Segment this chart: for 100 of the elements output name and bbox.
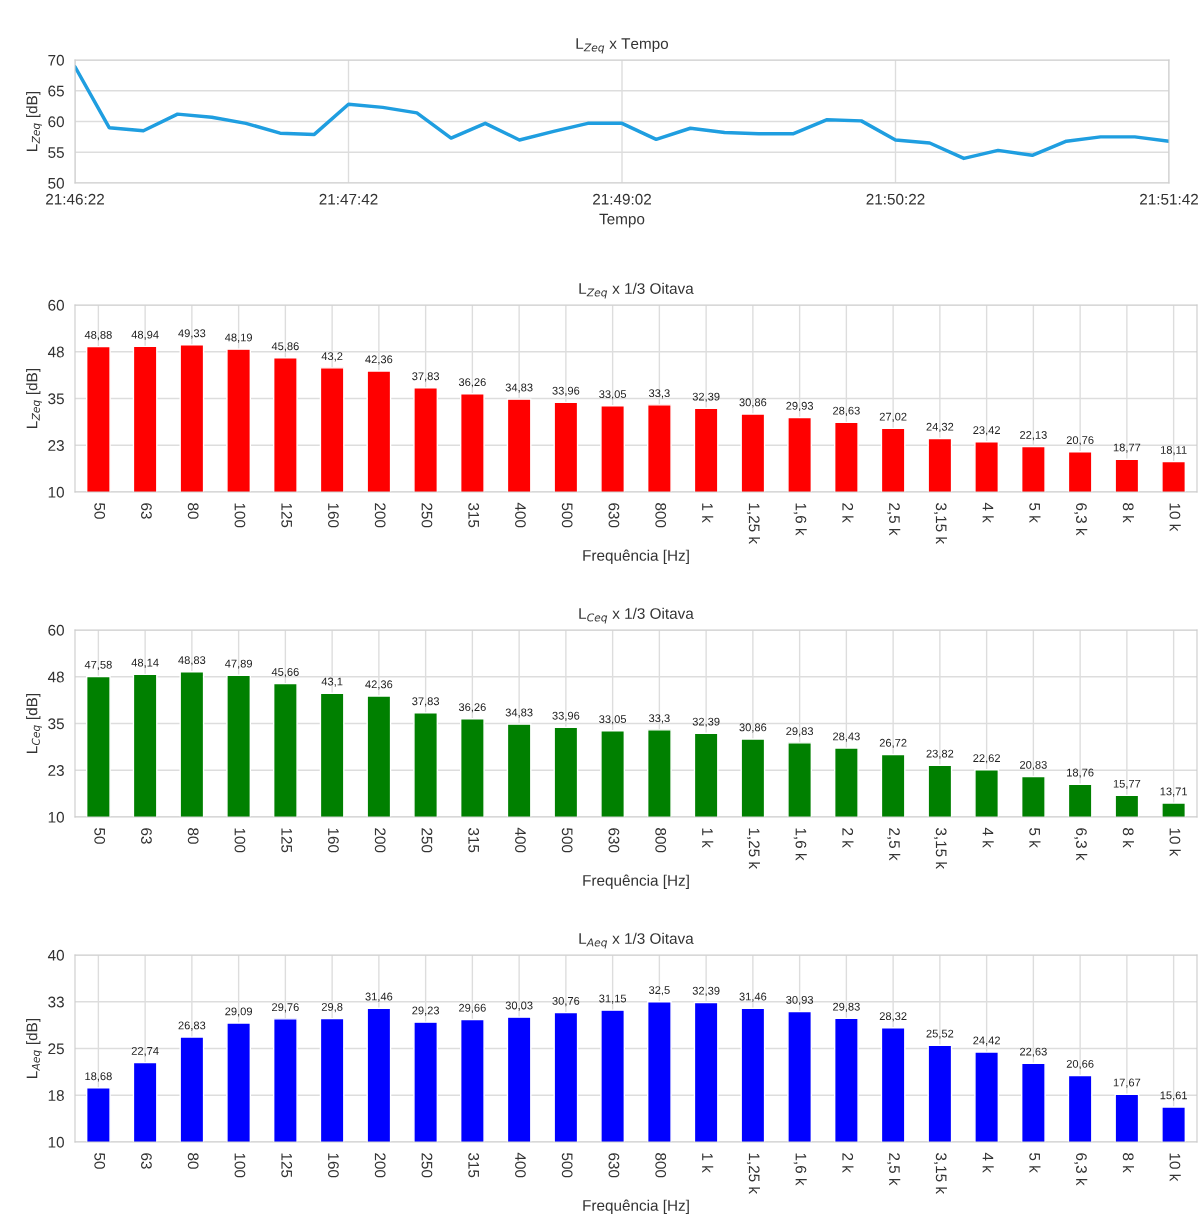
x-tick-label: 21:46:22 [46,193,104,205]
data-label: 26,83 [178,1021,206,1031]
data-label: 13,71 [1160,787,1187,797]
x-tick-label: 125 [281,503,293,528]
x-tick-label: 21:50:22 [866,193,925,205]
x-tick-label: 2 k [842,1153,854,1173]
data-label: 29,93 [786,401,814,412]
x-tick-label: 1,25 k [746,828,760,870]
data-label: 30,93 [786,995,814,1006]
x-tick-label: 10 k [1169,503,1181,532]
y-tick-label: 35 [48,718,64,730]
x-tick-label: 80 [187,828,199,844]
y-axis-title: L$_{Aeq}$ [dB] [26,1019,42,1078]
data-label: 30,76 [552,996,580,1007]
x-axis-title: Frequência [Hz] [583,549,689,564]
x-tick-label: 8 k [1122,503,1134,523]
x-tick-label: 21:51:42 [1140,193,1198,205]
x-tick-label: 21:47:42 [319,193,378,205]
data-label: 31,46 [739,992,767,1002]
x-tick-label: 160 [328,828,339,853]
x-tick-label: 250 [421,503,433,528]
x-tick-label: 400 [515,827,526,853]
data-label: 29,09 [225,1007,252,1017]
y-tick-label: 65 [48,85,64,97]
data-label: 29,8 [321,1002,343,1013]
x-tick-label: 200 [374,503,386,528]
x-tick-label: 2,5 k [887,1153,901,1186]
data-label: 48,83 [178,656,206,666]
y-tick-label: 60 [48,624,64,636]
x-tick-label: 160 [328,1153,339,1178]
x-tick-label: 1,25 k [746,503,760,545]
data-label: 42,36 [365,680,393,690]
data-label: 20,76 [1066,436,1094,446]
data-label: 18,77 [1113,443,1141,453]
data-label: 33,96 [552,386,580,396]
data-label: 30,03 [505,1001,533,1011]
x-tick-label: 5 k [1029,1153,1041,1173]
data-label: 20,66 [1066,1059,1094,1070]
x-tick-label: 400 [515,1152,526,1178]
x-tick-label: 63 [141,828,152,844]
data-label: 34,83 [505,383,533,393]
data-label: 24,32 [926,422,954,432]
data-label: 48,14 [131,658,159,668]
data-label: 43,2 [321,352,343,362]
x-tick-label: 315 [468,1153,480,1178]
x-tick-label: 800 [655,828,667,853]
data-label: 26,72 [879,738,907,749]
x-tick-label: 315 [468,828,480,853]
data-label: 31,46 [365,992,393,1002]
data-label: 23,82 [926,749,954,759]
x-tick-label: 100 [234,503,246,528]
x-axis-title: Tempo [599,213,645,228]
x-tick-label: 21:49:02 [593,193,651,205]
data-label: 47,58 [84,660,112,671]
x-tick-label: 4 k [982,1152,994,1173]
x-tick-label: 1,25 k [746,1153,760,1195]
data-label: 33,3 [648,389,670,399]
x-tick-label: 1 k [702,503,714,523]
y-tick-label: 60 [48,299,64,311]
x-tick-label: 10 k [1169,1153,1181,1182]
y-axis-title: L$_{Ceq}$ [dB] [26,693,42,753]
y-tick-label: 10 [48,486,64,498]
data-label: 15,61 [1160,1091,1187,1101]
x-tick-label: 125 [281,828,293,853]
data-label: 33,3 [648,714,670,724]
line-series [75,65,1169,161]
x-tick-label: 250 [421,1153,433,1178]
x-tick-label: 3,15 k [933,1153,947,1195]
x-tick-label: 500 [561,503,573,528]
x-tick-label: 160 [328,503,339,528]
data-label: 42,36 [365,355,393,365]
data-label: 31,15 [599,994,627,1004]
data-label: 45,86 [271,342,299,352]
y-tick-label: 33 [48,996,64,1008]
x-tick-label: 50 [94,1153,106,1169]
data-label: 23,42 [973,426,1000,436]
y-tick-label: 50 [48,177,64,189]
data-label: 30,86 [739,723,767,733]
data-label: 17,67 [1113,1078,1141,1088]
data-label: 29,23 [412,1006,440,1016]
y-tick-label: 23 [48,440,64,451]
data-label: 48,19 [224,333,252,343]
x-tick-label: 1,6 k [793,828,807,861]
data-label: 32,39 [692,986,720,996]
x-tick-label: 630 [608,503,620,528]
x-tick-label: 500 [561,1153,573,1178]
data-label: 32,39 [692,392,720,402]
x-tick-label: 315 [468,503,480,528]
x-tick-label: 125 [281,1153,293,1178]
x-tick-label: 1,6 k [793,503,807,536]
x-tick-label: 100 [234,1153,246,1178]
data-label: 29,83 [786,727,814,737]
data-label: 28,32 [879,1012,907,1022]
y-tick-label: 23 [48,765,64,776]
data-label: 18,76 [1067,768,1094,778]
data-label: 33,96 [552,711,580,721]
x-tick-label: 2 k [842,503,854,523]
x-tick-label: 400 [515,502,526,528]
y-axis-title: L$_{Zeq}$ [dB] [26,369,42,428]
chart-title: L$_{Zeq}$ x Tempo [576,38,669,54]
